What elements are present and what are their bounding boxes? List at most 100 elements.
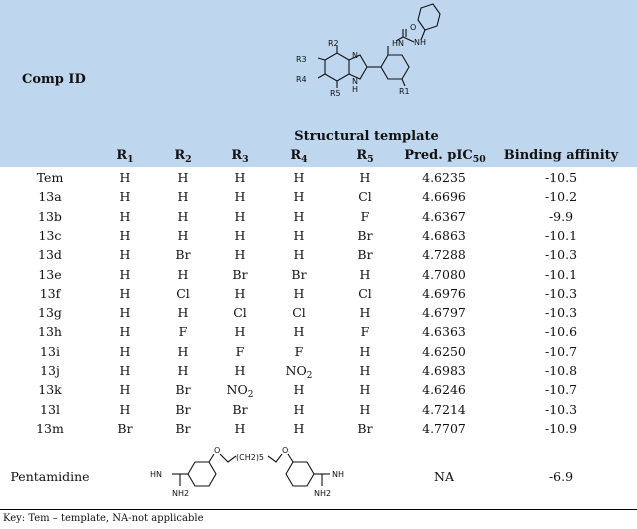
compound-id-cell: 13g bbox=[38, 305, 62, 321]
compound-id-cell: 13d bbox=[38, 247, 62, 263]
pentamidine-nh-label: NH bbox=[332, 470, 344, 479]
table-row: 13g H H Cl Cl H 4.6797 -10.3 bbox=[0, 303, 637, 322]
r1-cell: H bbox=[119, 305, 131, 321]
binding-affinity-cell: -10.1 bbox=[544, 266, 578, 282]
urea-oxygen-label: O bbox=[410, 23, 416, 32]
binding-affinity-cell: -10.7 bbox=[544, 343, 578, 359]
r2-cell: Br bbox=[175, 401, 191, 417]
pentamidine-chain-label: (CH2)5 bbox=[236, 453, 264, 462]
r3-cell: H bbox=[234, 420, 246, 436]
urea-nh-label: NH bbox=[414, 38, 426, 47]
table-row: 13i H H F F H 4.6250 -10.7 bbox=[0, 342, 637, 361]
r4-cell: Br bbox=[291, 266, 307, 282]
r4-cell: H bbox=[293, 382, 305, 398]
r3-cell: H bbox=[234, 208, 246, 224]
r5-cell: H bbox=[359, 266, 371, 282]
pred-pic50-cell: 4.7288 bbox=[422, 247, 466, 263]
pentamidine-nh2-right-label: NH2 bbox=[314, 489, 331, 498]
compound-id-cell: 13c bbox=[38, 227, 62, 243]
r2-cell: H bbox=[177, 343, 189, 359]
r4-cell: H bbox=[293, 227, 305, 243]
r2-cell: F bbox=[178, 324, 188, 340]
r1-cell: H bbox=[119, 247, 131, 263]
compound-id-cell: 13e bbox=[38, 266, 62, 282]
pentamidine-structure-image: HN NH2 O (CH2)5 O NH NH2 bbox=[150, 446, 344, 498]
r2-cell: Br bbox=[175, 247, 191, 263]
r2-cell: H bbox=[177, 305, 189, 321]
table-row: 13m Br Br H H Br 4.7707 -10.9 bbox=[0, 419, 637, 438]
column-header-r5: R5 bbox=[356, 148, 374, 165]
compound-id-cell: 13b bbox=[38, 208, 62, 224]
binding-affinity-cell: -9.9 bbox=[548, 208, 574, 224]
r5-cell: Cl bbox=[358, 189, 372, 205]
table-row: 13a H H H H Cl 4.6696 -10.2 bbox=[0, 187, 637, 206]
r2-cell: H bbox=[177, 189, 189, 205]
r4-cell: H bbox=[293, 420, 305, 436]
r5-cell: H bbox=[359, 305, 371, 321]
r1-cell: H bbox=[119, 170, 131, 185]
r2-label: R2 bbox=[328, 39, 339, 48]
comp-id-label: Comp ID bbox=[22, 72, 86, 87]
table-row: 13h H F H H F 4.6363 -10.6 bbox=[0, 322, 637, 341]
r3-cell: F bbox=[235, 343, 245, 359]
r1-cell: H bbox=[119, 227, 131, 243]
compound-id-cell: Pentamidine bbox=[10, 469, 90, 484]
r1-cell: H bbox=[119, 401, 131, 417]
r4-cell: H bbox=[293, 170, 305, 185]
table-row: 13b H H H H F 4.6367 -9.9 bbox=[0, 207, 637, 226]
binding-affinity-cell: -10.9 bbox=[544, 420, 578, 436]
r5-cell: Br bbox=[357, 227, 373, 243]
compound-id-cell: 13k bbox=[38, 382, 62, 398]
r4-cell: NO2 bbox=[285, 363, 313, 381]
r1-label: R1 bbox=[399, 87, 410, 96]
compound-id-cell: 13i bbox=[40, 343, 60, 359]
pred-pic50-cell: 4.6250 bbox=[422, 343, 466, 359]
column-header-r3: R3 bbox=[231, 148, 249, 165]
compound-id-cell: 13l bbox=[40, 401, 60, 417]
r1-cell: H bbox=[119, 208, 131, 224]
pred-pic50-cell: 4.6235 bbox=[422, 170, 466, 185]
r5-cell: H bbox=[359, 343, 371, 359]
r1-cell: H bbox=[119, 189, 131, 205]
r5-cell: Br bbox=[357, 247, 373, 263]
r2-cell: H bbox=[177, 170, 189, 185]
r1-cell: H bbox=[119, 324, 131, 340]
r4-cell: H bbox=[293, 324, 305, 340]
table-row: 13d H Br H H Br 4.7288 -10.3 bbox=[0, 245, 637, 264]
structural-template-image: O HN NH N N H R2 R3 R4 R5 R1 bbox=[296, 3, 441, 98]
table-header-band bbox=[0, 0, 637, 167]
r3-cell: H bbox=[234, 324, 246, 340]
imidazole-n-label: N bbox=[352, 51, 358, 60]
pred-pic50-cell: 4.6367 bbox=[422, 208, 466, 224]
pentamidine-o-left-label: O bbox=[214, 446, 220, 455]
compound-id-cell: 13a bbox=[38, 189, 62, 205]
binding-affinity-cell: -10.3 bbox=[544, 247, 578, 263]
table-row: 13c H H H H Br 4.6863 -10.1 bbox=[0, 226, 637, 245]
r3-cell: H bbox=[234, 285, 246, 301]
pentamidine-nh2-left-label: NH2 bbox=[172, 489, 189, 498]
column-header-r2: R2 bbox=[174, 148, 192, 165]
r5-cell: H bbox=[359, 401, 371, 417]
r5-cell: Cl bbox=[358, 285, 372, 301]
pred-pic50-cell: 4.6696 bbox=[422, 189, 466, 205]
r2-cell: H bbox=[177, 208, 189, 224]
column-header-r4: R4 bbox=[290, 148, 308, 165]
table-row-pentamidine: Pentamidine NA -6.9 bbox=[0, 467, 637, 486]
imidazole-nh-n-label: N bbox=[352, 77, 358, 86]
binding-affinity-cell: -10.3 bbox=[544, 305, 578, 321]
r3-cell: NO2 bbox=[226, 382, 254, 400]
r3-cell: H bbox=[234, 227, 246, 243]
binding-affinity-cell: -6.9 bbox=[548, 469, 574, 484]
r5-cell: F bbox=[360, 208, 370, 224]
binding-affinity-cell: -10.7 bbox=[544, 382, 578, 398]
r1-cell: H bbox=[119, 363, 131, 378]
r5-cell: H bbox=[359, 170, 371, 185]
r4-cell: Cl bbox=[292, 305, 306, 321]
pred-pic50-cell: 4.6976 bbox=[422, 285, 466, 301]
r4-label: R4 bbox=[296, 75, 307, 84]
r4-cell: H bbox=[293, 189, 305, 205]
pred-pic50-cell: 4.7080 bbox=[422, 266, 466, 282]
binding-affinity-cell: -10.6 bbox=[544, 324, 578, 340]
pred-pic50-cell: 4.7707 bbox=[422, 420, 466, 436]
pred-pic50-cell: 4.6246 bbox=[422, 382, 466, 398]
